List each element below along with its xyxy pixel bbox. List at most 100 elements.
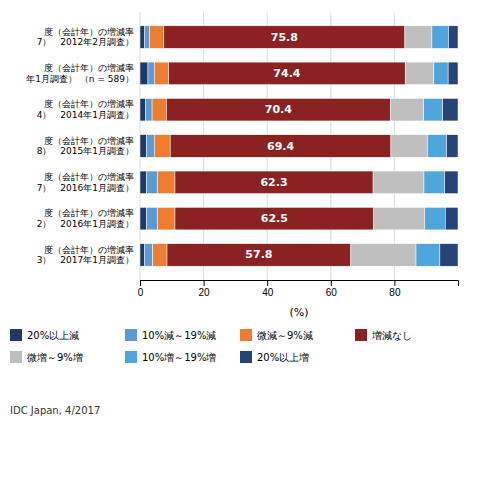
tick-label: 60 [326, 287, 338, 298]
tick: 0 [138, 280, 144, 298]
axis-line [141, 281, 459, 287]
tick-mark [267, 280, 268, 286]
bar [448, 62, 458, 85]
data-label: 62.5 [261, 212, 288, 225]
tick-mark [394, 280, 395, 286]
bar [146, 98, 152, 121]
y-axis: 度（会計年）の増減率7） 2012年2月調査）度（会計年）の増減率年1月調査） … [26, 27, 134, 266]
data-label: 75.8 [271, 31, 298, 44]
bar [140, 244, 145, 267]
tick-label: 20 [199, 287, 211, 298]
bar [405, 26, 432, 49]
bar [157, 207, 174, 230]
bar [146, 135, 154, 158]
bar [374, 207, 425, 230]
chart: 75.874.470.469.462.362.557.8020406080(%)… [0, 0, 480, 480]
bar [445, 171, 458, 194]
bar [443, 98, 458, 121]
bar [164, 26, 405, 49]
bar [425, 207, 446, 230]
data-label: 57.8 [245, 248, 272, 261]
bars [140, 26, 458, 266]
legend-swatch [240, 329, 252, 341]
legend-label: 10%増～19%増 [142, 352, 216, 363]
legend-label: 20%以上減 [27, 330, 79, 341]
legend-item: 20%以上増 [240, 351, 309, 363]
legend-item: 微減～9%減 [240, 329, 313, 341]
bar [140, 171, 146, 194]
legend-item: 増減なし [355, 329, 412, 341]
bar [167, 244, 351, 267]
series [351, 26, 434, 266]
bar [166, 98, 390, 121]
legend-swatch [10, 351, 22, 363]
bar [140, 62, 148, 85]
bar [153, 244, 167, 267]
legend-item: 20%以上減 [10, 329, 79, 341]
bar [351, 244, 416, 267]
legend-swatch [125, 351, 137, 363]
bar [405, 62, 434, 85]
bar [434, 62, 448, 85]
source: IDC Japan, 4/2017 [10, 405, 100, 416]
legend-label: 微増～9%増 [27, 352, 83, 363]
tick-label: 80 [389, 287, 401, 298]
category-label: 度（会計年）の増減率4） 2014年1月調査） [37, 99, 134, 120]
bar [145, 244, 153, 267]
bar [154, 62, 168, 85]
tick: 80 [389, 280, 401, 298]
bar [148, 62, 154, 85]
bar [416, 244, 440, 267]
bar [373, 171, 424, 194]
data-label: 69.4 [267, 140, 294, 153]
bar [146, 171, 157, 194]
bar [390, 98, 423, 121]
category-label: 度（会計年）の増減率8） 2015年1月調査） [37, 136, 134, 157]
bar [440, 244, 458, 267]
x-axis: 0 20 40 60 80 [138, 280, 459, 298]
tick: 40 [262, 280, 274, 298]
category-label: 度（会計年）の増減率2） 2016年1月調査） [37, 208, 134, 229]
bar [424, 171, 445, 194]
grid [140, 12, 394, 280]
tick-label: 40 [262, 287, 274, 298]
bar [140, 135, 146, 158]
legend-swatch [240, 351, 252, 363]
series [440, 26, 458, 266]
data-label: 74.4 [273, 67, 300, 80]
bar [170, 135, 391, 158]
bar [140, 98, 146, 121]
bar [140, 207, 146, 230]
bar [391, 135, 428, 158]
legend-label: 増減なし [371, 330, 412, 341]
bar [140, 26, 145, 49]
tick-mark [140, 280, 141, 286]
legend-label: 20%以上増 [257, 352, 309, 363]
bar [447, 135, 458, 158]
legend-label: 10%減～19%減 [142, 330, 216, 341]
category-label: 度（会計年）の増減率年1月調査） （n = 589） [26, 63, 134, 84]
bar [146, 207, 157, 230]
legend-swatch [10, 329, 22, 341]
tick-label: 0 [138, 287, 144, 298]
legend-item: 微増～9%増 [10, 351, 83, 363]
legend: 20%以上減 10%減～19%減 微減～9%減 増減なし微増～9%増 10%増～19%増… [10, 329, 412, 363]
data-labels: 75.874.470.469.462.362.557.8 [245, 31, 300, 262]
bar [448, 26, 458, 49]
x-axis-label: (%) [289, 306, 308, 319]
tick: 20 [199, 280, 211, 298]
legend-swatch [355, 329, 367, 341]
bar [175, 207, 374, 230]
bar [157, 171, 174, 194]
bar [150, 26, 164, 49]
data-label: 70.4 [265, 103, 292, 116]
legend-label: 微減～9%減 [257, 330, 313, 341]
legend-swatch [125, 329, 137, 341]
bar [432, 26, 449, 49]
bar [152, 98, 166, 121]
category-label: 度（会計年）の増減率3） 2017年1月調査） [37, 245, 134, 266]
bar [445, 207, 458, 230]
series [416, 26, 448, 266]
tick-mark [204, 280, 205, 286]
bar [169, 62, 406, 85]
